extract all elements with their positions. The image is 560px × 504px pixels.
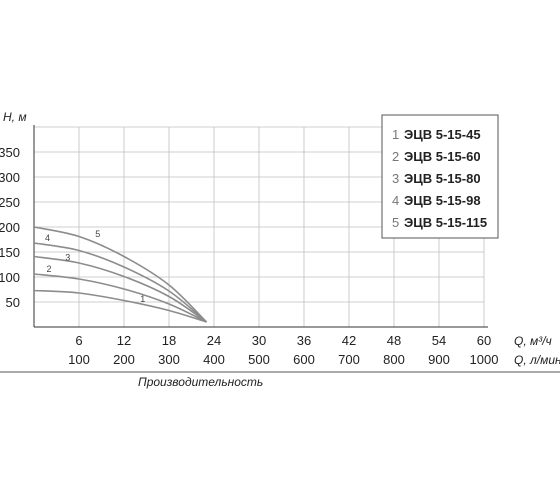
x-secondary-tick-label: 800 [383, 352, 405, 367]
x-secondary-tick-label: 600 [293, 352, 315, 367]
y-axis-label: H, м [3, 110, 27, 124]
legend-box [381, 114, 499, 239]
x-secondary-tick-label: 100 [68, 352, 90, 367]
y-tick-labels: 50 100 150 200 250 300 350 [0, 145, 20, 310]
x-secondary-tick-label: 400 [203, 352, 225, 367]
legend-entry-1: ЭЦВ 5-15-45 [404, 127, 481, 142]
x-tick-label: 12 [117, 333, 131, 348]
x-secondary-tick-label: 500 [248, 352, 270, 367]
x-tick-label: 60 [477, 333, 491, 348]
x-axis-label: Q, м³/ч [514, 334, 552, 348]
axes [0, 125, 560, 373]
x-tick-label: 48 [387, 333, 401, 348]
legend-entry-4: ЭЦВ 5-15-98 [404, 193, 481, 208]
x-secondary-tick-label: 900 [428, 352, 450, 367]
legend-number-5: 5 [392, 215, 399, 230]
legend-entry-2: ЭЦВ 5-15-60 [404, 149, 481, 164]
curve-label-5: 5 [95, 229, 100, 239]
pump-curve-5 [33, 226, 208, 323]
legend-number-4: 4 [392, 193, 399, 208]
x-tick-label: 30 [252, 333, 266, 348]
legend-number-2: 2 [392, 149, 399, 164]
curve-label-1: 1 [140, 294, 145, 304]
pump-curve-3 [33, 255, 207, 323]
pump-curve-2 [33, 273, 207, 323]
curve-label-2: 2 [46, 264, 51, 274]
x-secondary-tick-labels: 100 200 300 400 500 600 700 800 900 1000 [68, 352, 498, 367]
x-secondary-tick-label: 300 [158, 352, 180, 367]
y-tick-label: 150 [0, 245, 20, 260]
pump-curve-4 [33, 242, 208, 323]
y-tick-label: 250 [0, 195, 20, 210]
curve-label-3: 3 [65, 253, 70, 263]
x-tick-label: 24 [207, 333, 221, 348]
pump-curves: 1 2 3 4 5 [33, 226, 208, 323]
legend-number-1: 1 [392, 127, 399, 142]
legend: 1 ЭЦВ 5-15-45 2 ЭЦВ 5-15-60 3 ЭЦВ 5-15-80 4 ЭЦВ… [381, 114, 499, 239]
y-tick-label: 50 [6, 295, 20, 310]
x-secondary-tick-label: 200 [113, 352, 135, 367]
y-tick-label: 300 [0, 170, 20, 185]
x-secondary-tick-label: 1000 [470, 352, 499, 367]
curve-label-4: 4 [45, 233, 50, 243]
legend-number-3: 3 [392, 171, 399, 186]
x-tick-label: 18 [162, 333, 176, 348]
legend-entry-3: ЭЦВ 5-15-80 [404, 171, 481, 186]
pump-curve-1 [33, 289, 207, 323]
x-tick-label: 54 [432, 333, 446, 348]
x-tick-label: 36 [297, 333, 311, 348]
x-tick-label: 6 [75, 333, 82, 348]
x-tick-labels: 6 12 18 24 30 36 42 48 54 60 [75, 333, 491, 348]
x-axis-secondary-label: Q, л/мин [514, 353, 560, 367]
x-tick-label: 42 [342, 333, 356, 348]
y-tick-label: 100 [0, 270, 20, 285]
legend-entry-5: ЭЦВ 5-15-115 [404, 215, 487, 230]
x-axis-caption: Производительность [138, 375, 263, 389]
y-tick-label: 200 [0, 220, 20, 235]
x-secondary-tick-label: 700 [338, 352, 360, 367]
y-tick-label: 350 [0, 145, 20, 160]
